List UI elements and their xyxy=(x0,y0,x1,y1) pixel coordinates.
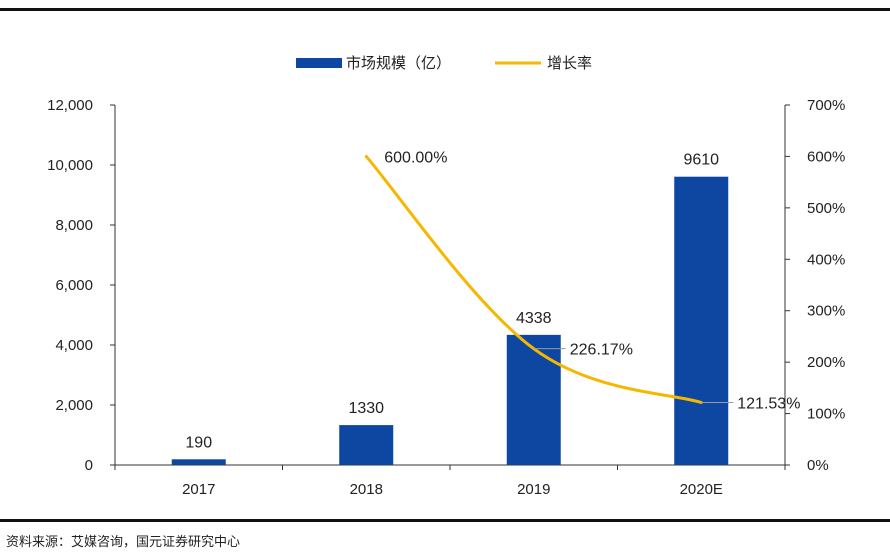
growth-line-path xyxy=(365,155,702,404)
bar xyxy=(674,176,729,465)
right-tick-label: 400% xyxy=(807,251,845,268)
data-labels: 190 1330 4338 9610 600.00% 226.17% 121.53% xyxy=(185,149,800,451)
source-note: 资料来源：艾媒咨询，国元证券研究中心 xyxy=(6,535,241,550)
axes: 0 2,000 4,000 6,000 8,000 10,000 12,000 0% 100% 2… xyxy=(47,97,845,498)
right-tick-label: 200% xyxy=(807,354,845,371)
bar xyxy=(339,425,394,465)
legend: 市场规模（亿） 增长率 xyxy=(296,54,592,72)
growth-value-label: 226.17% xyxy=(570,342,633,359)
top-rule xyxy=(0,8,890,11)
bottom-rule xyxy=(0,519,890,522)
bar xyxy=(506,334,561,465)
growth-value-label: 600.00% xyxy=(384,149,447,166)
left-tick-label: 10,000 xyxy=(47,157,93,174)
market-size-chart: 市场规模（亿） 增长率 0 2,000 4,000 6,000 8,000 10,000 12… xyxy=(47,54,845,498)
left-tick-label: 6,000 xyxy=(55,277,93,294)
legend-bar-label: 市场规模（亿） xyxy=(346,54,451,72)
bar-value-label: 4338 xyxy=(516,310,552,327)
left-tick-label: 2,000 xyxy=(55,397,93,414)
right-tick-label: 0% xyxy=(807,457,829,474)
bars xyxy=(171,176,729,465)
left-tick-label: 8,000 xyxy=(55,217,93,234)
right-tick-label: 600% xyxy=(807,148,845,165)
right-tick-label: 700% xyxy=(807,97,845,114)
right-tick-label: 500% xyxy=(807,200,845,217)
left-tick-label: 4,000 xyxy=(55,337,93,354)
bar xyxy=(171,459,226,465)
right-tick-label: 300% xyxy=(807,303,845,320)
growth-point xyxy=(364,154,368,158)
x-tick-label: 2017 xyxy=(182,481,215,498)
right-tick-label: 100% xyxy=(807,406,845,423)
left-tick-label: 0 xyxy=(85,457,93,474)
legend-line-label: 增长率 xyxy=(547,54,592,72)
bar-value-label: 190 xyxy=(185,434,212,451)
growth-value-label: 121.53% xyxy=(737,395,800,412)
x-tick-label: 2019 xyxy=(517,481,550,498)
bar-value-label: 1330 xyxy=(348,400,384,417)
x-tick-label: 2020E xyxy=(680,481,723,498)
legend-bar-swatch xyxy=(296,58,342,68)
left-tick-label: 12,000 xyxy=(47,97,93,114)
bar-value-label: 9610 xyxy=(683,152,719,169)
x-tick-label: 2018 xyxy=(350,481,383,498)
